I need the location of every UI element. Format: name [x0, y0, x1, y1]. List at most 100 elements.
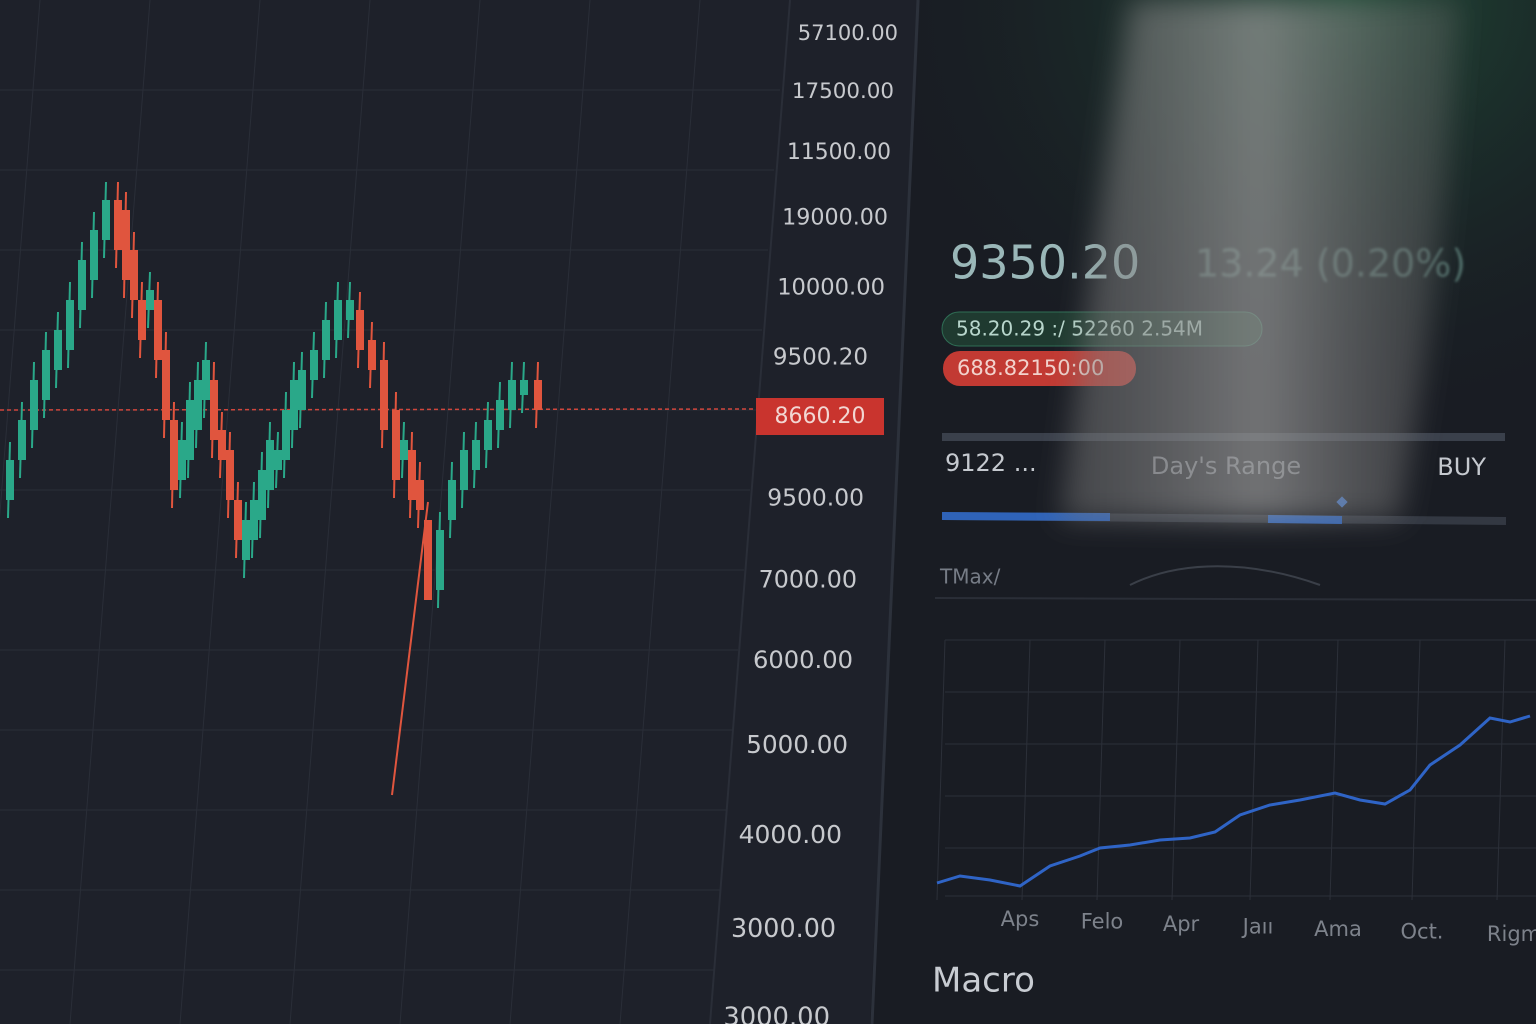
- candle-body: [424, 520, 432, 600]
- mini-sparkline: [1129, 565, 1321, 586]
- candle-wick: [391, 501, 429, 796]
- candle-body: [226, 450, 234, 500]
- candle-body: [6, 460, 14, 500]
- panel-divider: [870, 0, 920, 1024]
- month-label: Rigm: [1487, 922, 1536, 946]
- grid-v: [1496, 639, 1506, 901]
- grid-v: [0, 0, 41, 519]
- candle-body: [42, 350, 50, 400]
- price-axis-label: 7000.00: [759, 566, 857, 594]
- candle-body: [400, 440, 408, 460]
- candle-body: [146, 290, 154, 310]
- line-chart-grid: [936, 639, 1536, 901]
- candle-body: [484, 420, 492, 450]
- grid-v: [619, 0, 701, 1024]
- candle-body: [178, 440, 186, 480]
- price-axis-label: 17500.00: [792, 79, 894, 104]
- price-axis-label: 10000.00: [777, 275, 885, 301]
- candle-body: [508, 380, 516, 410]
- candle-body: [392, 410, 400, 480]
- blurred-finger: [1060, 0, 1460, 520]
- grid-v: [936, 639, 946, 901]
- candle-body: [170, 420, 178, 490]
- mini-label: TMax/: [939, 565, 1001, 589]
- candle-body: [202, 360, 210, 400]
- month-label: Ama: [1314, 917, 1362, 941]
- mini-separator: [934, 597, 1536, 601]
- grid-v: [1249, 639, 1259, 901]
- price-axis-label: 9500.20: [773, 345, 868, 371]
- candle-body: [448, 480, 456, 520]
- month-label: Oct.: [1401, 920, 1444, 944]
- candle-body: [194, 380, 202, 430]
- grid-v: [1171, 639, 1181, 901]
- candle-body: [408, 450, 416, 500]
- grid-v: [1329, 639, 1339, 901]
- grid-v: [509, 0, 591, 1024]
- candle-body: [274, 450, 282, 470]
- candle-body: [310, 350, 318, 380]
- candle-body: [78, 260, 86, 310]
- candle-body: [346, 300, 354, 320]
- candle-body: [460, 450, 468, 490]
- price-axis-label: 57100.00: [798, 21, 898, 45]
- price-axis-label: 5000.00: [746, 730, 848, 759]
- candle-body: [30, 380, 38, 430]
- candle-body: [472, 440, 480, 470]
- price-axis: 57100.00 17500.00 11500.00 19000.00 10000.00…: [723, 21, 898, 1024]
- price-axis-label: 11500.00: [787, 140, 891, 165]
- candle-body: [334, 300, 342, 340]
- candle-body: [18, 420, 26, 460]
- candle-body: [380, 360, 388, 430]
- candle-body: [138, 300, 146, 340]
- price-axis-label: 9500.00: [767, 484, 864, 512]
- month-label: Jaıı: [1241, 915, 1274, 939]
- grid-v: [69, 0, 151, 1024]
- candle-body: [130, 250, 138, 300]
- grid-v: [1096, 639, 1106, 901]
- price-axis-label: 19000.00: [782, 205, 888, 231]
- current-price-tag: 8660.20: [775, 404, 866, 429]
- grid-v: [289, 0, 371, 1024]
- trend-line: [936, 714, 1531, 888]
- candle-body: [250, 500, 258, 540]
- month-label: Felo: [1081, 910, 1124, 934]
- grid-v: [1021, 639, 1031, 901]
- candle-body: [54, 330, 62, 370]
- candle-body: [520, 380, 528, 395]
- candle-body: [114, 200, 122, 250]
- candle-body: [290, 380, 298, 430]
- price-axis-label: 4000.00: [739, 820, 842, 849]
- candle-body: [356, 310, 364, 350]
- candle-body: [496, 400, 504, 430]
- candle-body: [162, 350, 170, 420]
- candle-body: [102, 200, 110, 240]
- candle-body: [282, 410, 290, 460]
- grid-v: [1411, 639, 1421, 901]
- range-low: 9122 ...: [945, 449, 1037, 477]
- candle-body: [234, 500, 242, 540]
- grid-v: [179, 0, 261, 1024]
- chart-grid: [0, 0, 780, 1024]
- candle-body: [266, 440, 274, 490]
- candle-body: [436, 530, 444, 590]
- axis-divider: [709, 0, 791, 1024]
- candle-body: [322, 320, 330, 360]
- candle-body: [154, 300, 162, 360]
- candle-body: [218, 430, 226, 460]
- candle-body: [66, 300, 74, 350]
- candle-body: [186, 400, 194, 460]
- candle-body: [122, 210, 130, 280]
- candle-body: [368, 340, 376, 370]
- candle-body: [298, 370, 306, 410]
- candle-body: [416, 480, 424, 510]
- candle-body: [242, 520, 250, 560]
- month-label: Aps: [1001, 907, 1040, 931]
- buy-button[interactable]: BUY: [1437, 453, 1486, 481]
- candle-body: [534, 380, 542, 410]
- candle-body: [90, 230, 98, 280]
- candlesticks: [6, 181, 542, 796]
- month-axis: Aps Felo Apr Jaıı Ama Oct. Rigm: [1001, 907, 1536, 946]
- price-axis-label: 3000.00: [723, 1003, 830, 1024]
